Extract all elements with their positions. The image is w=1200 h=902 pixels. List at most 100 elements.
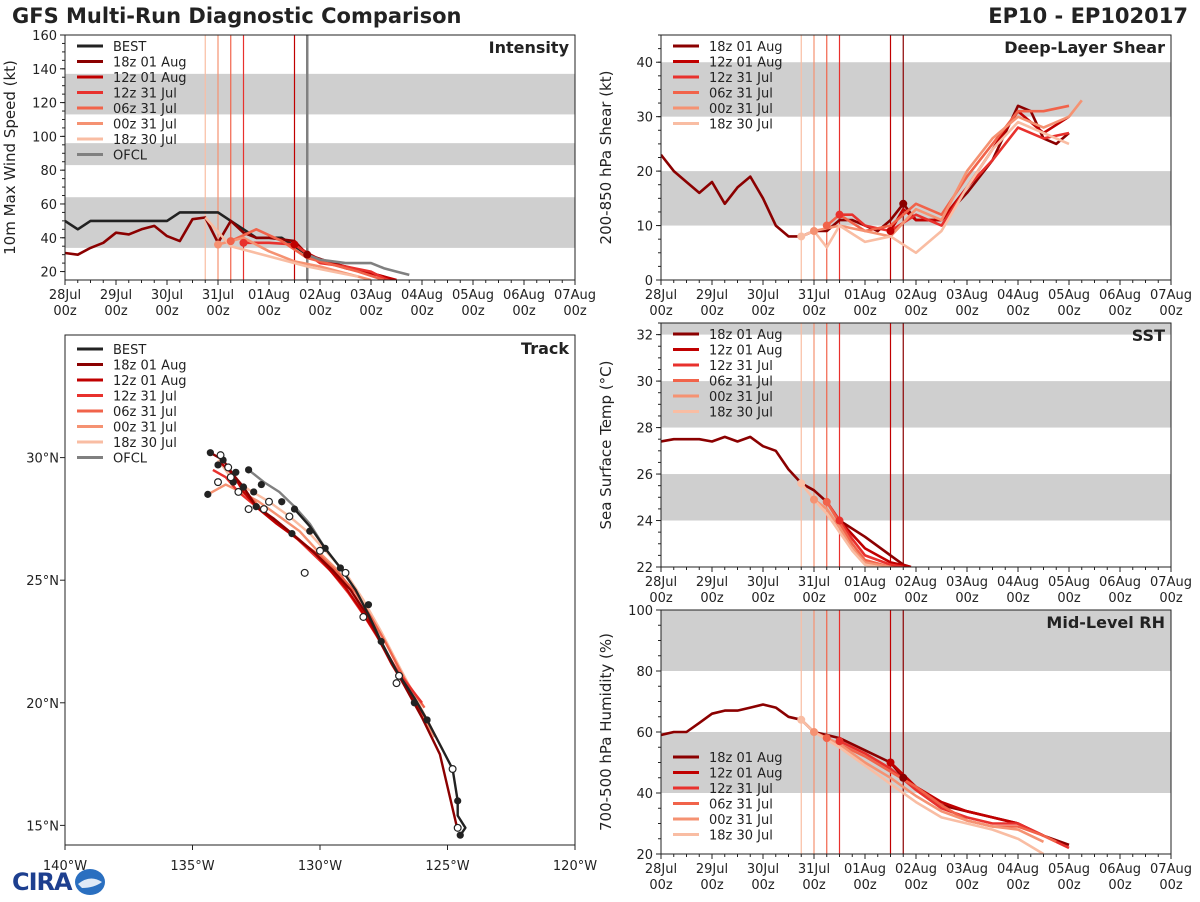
shear-marker-00z-31-jul [810, 227, 818, 235]
track-point-filled [257, 480, 265, 489]
track-legend-label-06z-31-jul: 06z 31 Jul [113, 405, 177, 420]
track-ytick-label: 20°N [26, 697, 59, 712]
intensity-marker-06z-31-jul [226, 237, 235, 246]
shear-xtick-label-hour: 00z [802, 304, 826, 319]
rh-ylabel: 700-500 hPa Humidity (%) [597, 633, 615, 831]
intensity-legend-label-06z-31-jul: 06z 31 Jul [113, 102, 177, 117]
intensity-marker-18z-01-aug [303, 250, 312, 259]
shear-ytick-label: 30 [636, 111, 653, 126]
intensity-series-18z-30-jul [204, 216, 359, 278]
intensity-legend-label-ofcl: OFCL [113, 149, 148, 164]
shear-plot-area [661, 35, 1171, 280]
sst-xtick-label-hour: 00z [649, 591, 673, 606]
rh-xtick-label-hour: 00z [802, 878, 826, 893]
sst-xtick-label: 30Jul [747, 575, 779, 590]
track-ytick-label: 30°N [26, 452, 59, 467]
rh-plot-area [661, 610, 1171, 854]
rh-xtick-label: 06Aug [1099, 862, 1141, 877]
sst-ytick-label: 26 [636, 468, 653, 483]
sst-marker-00z-31-jul [810, 495, 818, 504]
track-ytick-label: 25°N [26, 574, 59, 589]
track-legend-label-12z-31-jul: 12z 31 Jul [113, 390, 177, 405]
track-title: Track [521, 339, 569, 358]
rh-xtick-label: 31Jul [798, 862, 830, 877]
intensity-ytick-label: 80 [40, 164, 57, 179]
intensity-xtick-label: 02Aug [299, 288, 341, 303]
track-point-open [341, 568, 350, 577]
shear-ylabel: 200-850 hPa Shear (kt) [597, 71, 615, 245]
intensity-xtick-label: 07Aug [554, 288, 596, 303]
shear-marker-12z-31-jul [835, 210, 844, 219]
intensity-xtick-label: 06Aug [503, 288, 545, 303]
sst-xtick-label-hour: 00z [955, 591, 979, 606]
rh-marker-12z-01-aug [886, 758, 895, 767]
intensity-band-0 [65, 197, 575, 248]
rh-xtick-label: 05Aug [1048, 862, 1090, 877]
track-legend-label-best: BEST [113, 343, 146, 358]
track-point-open [224, 463, 233, 472]
intensity-xtick-label-hour: 00z [206, 304, 230, 319]
rh-xtick-label-hour: 00z [1159, 878, 1183, 893]
intensity-marker-12z-01-aug [290, 240, 299, 249]
sst-legend-label-06z-31-jul: 06z 31 Jul [709, 375, 773, 390]
sst-ytick-label: 24 [636, 515, 653, 530]
sst-xtick-label-hour: 00z [751, 591, 775, 606]
track-point-filled [245, 466, 253, 474]
track-point-open [300, 568, 309, 577]
shear-xtick-label: 03Aug [946, 288, 988, 303]
intensity-xtick-label-hour: 00z [257, 304, 281, 319]
sst-xtick-label: 31Jul [798, 575, 830, 590]
track-frame [64, 334, 576, 846]
sst-title: SST [1132, 326, 1165, 345]
rh-title: Mid-Level RH [1046, 613, 1165, 632]
shear-series-06z-31-jul [825, 104, 1070, 233]
shear-series-12z-31-jul [839, 126, 1070, 233]
track-point-filled [377, 637, 385, 646]
shear-xtick-label-hour: 00z [853, 304, 877, 319]
shear-xtick-label: 01Aug [844, 288, 886, 303]
rh-legend-label-00z-31-jul: 00z 31 Jul [709, 813, 773, 828]
shear-xtick-label: 29Jul [696, 288, 728, 303]
track-legend-label-ofcl: OFCL [113, 452, 148, 467]
rh-series-18z-30-jul [800, 718, 1045, 854]
shear-title: Deep-Layer Shear [1004, 38, 1165, 57]
sst-marker-06z-31-jul [822, 497, 831, 506]
intensity-xtick-label-hour: 00z [461, 304, 485, 319]
shear-band-0 [661, 171, 1171, 226]
track-point-open [285, 512, 294, 521]
rh-xtick-label: 28Jul [645, 862, 677, 877]
rh-xtick-label: 30Jul [747, 862, 779, 877]
shear-xtick-label: 06Aug [1099, 288, 1141, 303]
sst-xtick-label-hour: 00z [1159, 591, 1183, 606]
sst-legend-label-12z-01-aug: 12z 01 Aug [709, 344, 783, 359]
intensity-band-1 [65, 143, 575, 166]
rh-legend-label-12z-01-aug: 12z 01 Aug [709, 767, 783, 782]
sst-xtick-label-hour: 00z [904, 591, 928, 606]
track-point-filled [336, 564, 344, 572]
track-xtick-label: 120°W [553, 859, 597, 874]
rh-ytick-label: 20 [636, 848, 653, 863]
sst-series-00z-31-jul [813, 498, 891, 567]
sst-ytick-label: 30 [636, 375, 653, 390]
intensity-xtick-label: 01Aug [248, 288, 290, 303]
shear-xtick-label: 28Jul [645, 288, 677, 303]
intensity-xtick-label-hour: 00z [563, 304, 587, 319]
track-point-filled [288, 530, 296, 538]
shear-xtick-label-hour: 00z [955, 304, 979, 319]
intensity-series-ofcl [306, 253, 410, 277]
sst-series-12z-01-aug [838, 519, 912, 567]
track-point-open [392, 679, 401, 688]
rh-xtick-label: 29Jul [696, 862, 728, 877]
track-point-filled [204, 490, 212, 498]
intensity-legend-label-18z-01-aug: 18z 01 Aug [113, 56, 187, 71]
track-point-filled [410, 699, 418, 707]
track-legend-label-12z-01-aug: 12z 01 Aug [113, 374, 187, 389]
intensity-xtick-label: 30Jul [151, 288, 183, 303]
track-xtick-label: 140°W [43, 859, 87, 874]
intensity-legend-label-12z-01-aug: 12z 01 Aug [113, 71, 187, 86]
track-xtick-label: 130°W [298, 859, 342, 874]
shear-legend-label-06z-31-jul: 06z 31 Jul [709, 87, 773, 102]
sst-xtick-label: 28Jul [645, 575, 677, 590]
rh-xtick-label-hour: 00z [1057, 878, 1081, 893]
shear-xtick-label-hour: 00z [1057, 304, 1081, 319]
